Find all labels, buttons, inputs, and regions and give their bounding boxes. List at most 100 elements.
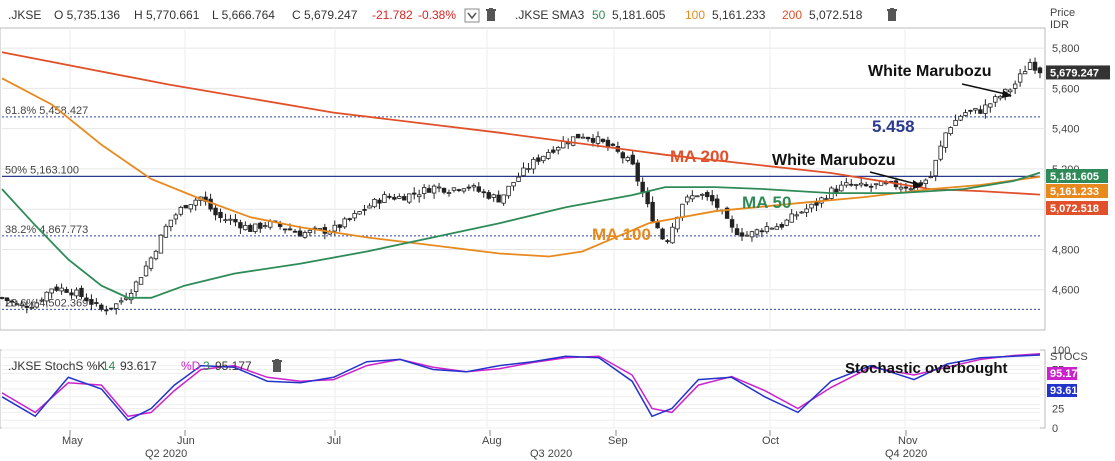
candle-body xyxy=(89,299,94,305)
candle-body xyxy=(610,143,616,146)
ma-tag-100 xyxy=(1046,184,1108,198)
sma100-line xyxy=(1,77,1041,258)
candle-body xyxy=(143,265,149,277)
candle-body xyxy=(84,297,89,302)
candle-body xyxy=(769,227,775,230)
ma-tag-text-100: 5,161.233 xyxy=(1050,186,1099,198)
candle-body xyxy=(1008,89,1013,93)
candle-body xyxy=(39,299,44,302)
sma-period-50: 50 xyxy=(592,8,606,22)
candle-body xyxy=(928,176,933,179)
stoch-k-period: 14 xyxy=(102,359,116,373)
candle-body xyxy=(600,138,606,142)
candle-body xyxy=(79,287,84,298)
candle-body xyxy=(347,218,352,220)
trash-icon[interactable] xyxy=(272,359,282,372)
candle-body xyxy=(665,240,670,243)
candle-body xyxy=(466,186,472,189)
stoch-tick-label: 0 xyxy=(1052,423,1058,435)
candle-body xyxy=(29,306,34,309)
candle-body xyxy=(496,194,501,203)
candle-body xyxy=(645,191,650,205)
arrowhead-marubozu-top xyxy=(1002,90,1012,98)
x-quarter-label: Q3 2020 xyxy=(530,448,572,460)
candle-body xyxy=(724,207,730,219)
stoch-d-value: 95.177 xyxy=(215,359,252,373)
candle-body xyxy=(1017,73,1023,83)
stoch-axis-title: STOCS xyxy=(1050,351,1088,363)
price-candles xyxy=(0,57,1043,315)
candle-body xyxy=(635,162,640,182)
candle-body xyxy=(546,152,551,159)
candle-body xyxy=(491,194,496,198)
candle-body xyxy=(650,201,655,222)
candle-body xyxy=(998,95,1003,99)
stoch-label: .JKSE StochS %K xyxy=(8,359,105,373)
candle-body xyxy=(943,132,948,148)
ohlc-c: C 5,679.247 xyxy=(292,8,358,22)
collapse-button[interactable] xyxy=(464,8,480,23)
candle-body xyxy=(973,108,978,111)
candle-body xyxy=(759,230,765,233)
candle-body xyxy=(779,224,784,228)
candle-body xyxy=(968,109,973,112)
candle-body xyxy=(764,226,770,233)
candle-body xyxy=(233,219,238,223)
annotation-level: 5.458 xyxy=(872,117,915,136)
candle-body xyxy=(933,159,938,177)
sma-period-100: 100 xyxy=(685,8,705,22)
fib-label: 50% 5,163.100 xyxy=(5,164,79,176)
candle-body xyxy=(710,195,715,202)
candle-body xyxy=(809,203,814,209)
candle-body xyxy=(680,203,685,218)
annotation-ma200: MA 200 xyxy=(670,147,729,166)
candle-body xyxy=(690,195,695,200)
candle-body xyxy=(685,196,690,203)
candle-body xyxy=(620,152,626,159)
x-month-label: Aug xyxy=(482,435,502,447)
x-month-label: Jul xyxy=(327,435,341,447)
candle-body xyxy=(1037,67,1043,74)
stoch-tick-label: 25 xyxy=(1052,404,1064,416)
candle-body xyxy=(521,167,526,177)
ma-tag-200 xyxy=(1046,201,1108,215)
price-tick-label: 5,800 xyxy=(1052,43,1080,55)
fib-label: 38.2% 4,867.773 xyxy=(5,224,88,236)
candle-body xyxy=(24,305,30,308)
price-tick-label: 4,600 xyxy=(1052,285,1080,297)
candle-body xyxy=(292,230,298,233)
candle-body xyxy=(958,115,963,121)
candle-body xyxy=(416,194,422,198)
annotation-white-marubozu-mid: White Marubozu xyxy=(772,152,896,169)
sma200-line xyxy=(1,51,1041,196)
sma-period-200: 200 xyxy=(782,8,802,22)
candle-body xyxy=(923,179,928,185)
candle-body xyxy=(153,250,159,260)
candle-body xyxy=(531,158,536,170)
candle-body xyxy=(705,192,710,198)
candle-body xyxy=(243,225,248,231)
candle-body xyxy=(556,147,561,151)
annotation-white-marubozu-top: White Marubozu xyxy=(868,63,992,80)
candle-body xyxy=(863,184,869,187)
trash-icon[interactable] xyxy=(887,8,897,21)
arrow-marubozu-top xyxy=(961,83,1011,96)
x-month-label: Oct xyxy=(762,435,779,447)
candle-body xyxy=(824,198,829,200)
candle-body xyxy=(193,199,198,206)
candle-body xyxy=(605,139,611,147)
candle-body xyxy=(451,187,457,191)
stoch-d-label: %D xyxy=(181,359,201,373)
candle-body xyxy=(238,222,243,229)
candle-body xyxy=(168,219,174,228)
price-right-labels: 5,679.247 5,181.605 5,161.233 5,072.518 xyxy=(1046,65,1110,215)
candle-body xyxy=(903,186,909,189)
candle-body xyxy=(337,224,342,228)
candle-body xyxy=(104,309,109,312)
candle-body xyxy=(640,181,645,194)
candle-body xyxy=(486,192,491,199)
stoch-d-period: 3 xyxy=(203,359,210,373)
trash-icon[interactable] xyxy=(486,8,496,21)
sma-values: 50 5,181.605 100 5,161.233 200 5,072.518 xyxy=(592,8,863,22)
